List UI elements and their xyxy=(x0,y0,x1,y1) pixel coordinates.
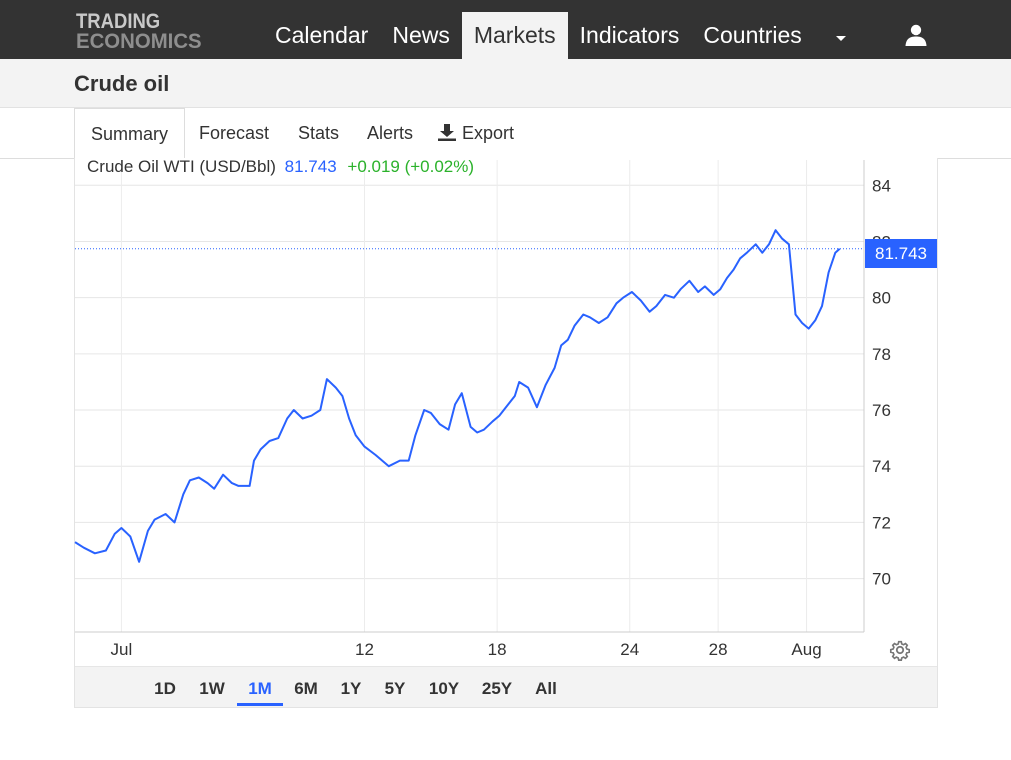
y-tick-label: 80 xyxy=(872,289,891,308)
caret-down-icon[interactable] xyxy=(836,36,846,41)
range-button-5y[interactable]: 5Y xyxy=(384,679,406,698)
tab-export[interactable]: Export xyxy=(438,108,514,159)
current-price: 81.743 xyxy=(284,157,337,176)
instrument-name: Crude Oil WTI (USD/Bbl) xyxy=(87,157,276,176)
tab-alerts[interactable]: Alerts xyxy=(367,123,414,143)
x-tick-label: 24 xyxy=(620,640,639,659)
x-tick-label: Aug xyxy=(791,640,821,659)
nav-item-indicators[interactable]: Indicators xyxy=(579,22,680,48)
range-button-1d[interactable]: 1D xyxy=(154,679,176,698)
x-tick-label: 18 xyxy=(488,640,507,659)
price-series-line xyxy=(74,229,841,563)
range-button-1w[interactable]: 1W xyxy=(199,679,225,698)
last-price-label: 81.743 xyxy=(865,239,937,268)
y-tick-label: 78 xyxy=(872,345,891,364)
range-button-1y[interactable]: 1Y xyxy=(340,679,362,698)
nav-item-news[interactable]: News xyxy=(392,22,450,48)
y-tick-label: 72 xyxy=(872,513,891,532)
range-button-1m[interactable]: 1M xyxy=(237,672,283,706)
nav-item-markets[interactable]: Markets xyxy=(461,12,568,59)
chart-header: Crude Oil WTI (USD/Bbl) 81.743 +0.019 (+… xyxy=(87,157,474,177)
range-button-10y[interactable]: 10Y xyxy=(428,679,460,698)
title-band xyxy=(0,59,1011,108)
brand-line2: ECONOMICS xyxy=(76,30,202,53)
range-selector xyxy=(75,666,937,707)
export-icon xyxy=(438,124,456,141)
tab-summary[interactable]: Summary xyxy=(74,108,186,159)
tab-export-label: Export xyxy=(462,123,515,143)
price-change: +0.019 (+0.02%) xyxy=(347,157,475,176)
y-tick-label: 70 xyxy=(872,570,891,589)
tab-forecast[interactable]: Forecast xyxy=(199,123,270,143)
nav-item-calendar[interactable]: Calendar xyxy=(275,22,369,48)
user-icon[interactable] xyxy=(904,24,928,46)
gear-icon[interactable] xyxy=(889,639,911,661)
brand-logo[interactable]: TRADING ECONOMICS xyxy=(76,10,236,54)
brand-line1: TRADING xyxy=(76,10,161,33)
y-tick-label: 84 xyxy=(872,176,891,195)
y-tick-label: 76 xyxy=(872,401,891,420)
range-button-all[interactable]: All xyxy=(535,679,557,698)
tab-stats[interactable]: Stats xyxy=(298,123,340,143)
range-button-25y[interactable]: 25Y xyxy=(481,679,513,698)
x-tick-label: 12 xyxy=(355,640,374,659)
main-nav: Calendar News Markets Indicators Countri… xyxy=(263,12,814,59)
nav-item-countries[interactable]: Countries xyxy=(703,22,802,48)
chart-container xyxy=(74,158,938,708)
page-title: Crude oil xyxy=(74,71,170,96)
x-tick-label: 28 xyxy=(709,640,728,659)
y-tick-label: 74 xyxy=(872,457,891,476)
x-tick-label: Jul xyxy=(111,640,133,659)
range-button-6m[interactable]: 6M xyxy=(294,679,318,698)
